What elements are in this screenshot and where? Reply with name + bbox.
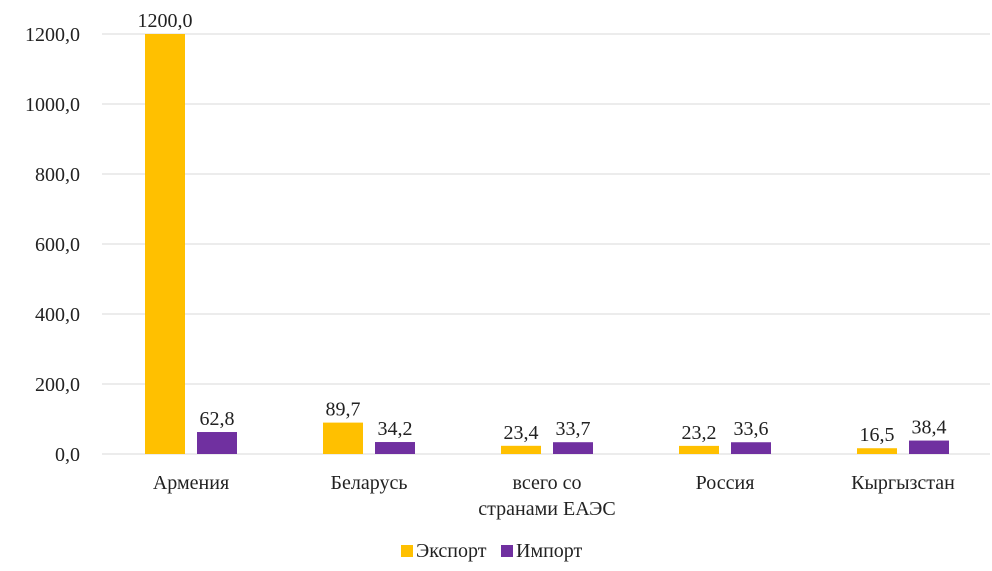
y-tick-label: 1200,0 <box>25 24 80 46</box>
data-label: 23,4 <box>504 422 539 444</box>
data-label: 62,8 <box>200 408 235 430</box>
bar <box>857 448 897 454</box>
bar <box>375 442 415 454</box>
bar <box>323 422 363 454</box>
x-tick-label: Армения <box>152 472 230 494</box>
bar <box>501 445 541 454</box>
legend-label: Экспорт <box>416 540 487 562</box>
data-label: 33,6 <box>734 418 769 440</box>
y-tick-label: 200,0 <box>35 374 80 396</box>
y-tick-label: 400,0 <box>35 304 80 326</box>
legend-swatch <box>401 545 413 557</box>
bar <box>909 440 949 454</box>
data-label: 38,4 <box>912 417 947 439</box>
y-tick-label: 600,0 <box>35 234 80 256</box>
legend-label: Импорт <box>516 540 583 562</box>
y-tick-label: 1000,0 <box>25 94 80 116</box>
y-tick-label: 800,0 <box>35 164 80 186</box>
bar <box>197 432 237 454</box>
bar <box>145 34 185 454</box>
legend-swatch <box>501 545 513 557</box>
data-label: 16,5 <box>860 424 895 446</box>
x-tick-label: Россия <box>695 472 755 494</box>
bar <box>731 442 771 454</box>
data-label: 33,7 <box>556 418 591 440</box>
x-tick-label: всего со странами ЕАЭС <box>478 472 616 520</box>
data-label: 34,2 <box>378 418 413 440</box>
bar <box>553 442 593 454</box>
data-label: 23,2 <box>682 422 717 444</box>
x-tick-label: Кыргызстан <box>851 472 955 494</box>
data-label: 1200,0 <box>138 10 193 32</box>
x-tick-label: Беларусь <box>330 472 408 494</box>
data-label: 89,7 <box>326 399 361 421</box>
bar <box>679 445 719 454</box>
y-tick-label: 0,0 <box>55 444 80 466</box>
